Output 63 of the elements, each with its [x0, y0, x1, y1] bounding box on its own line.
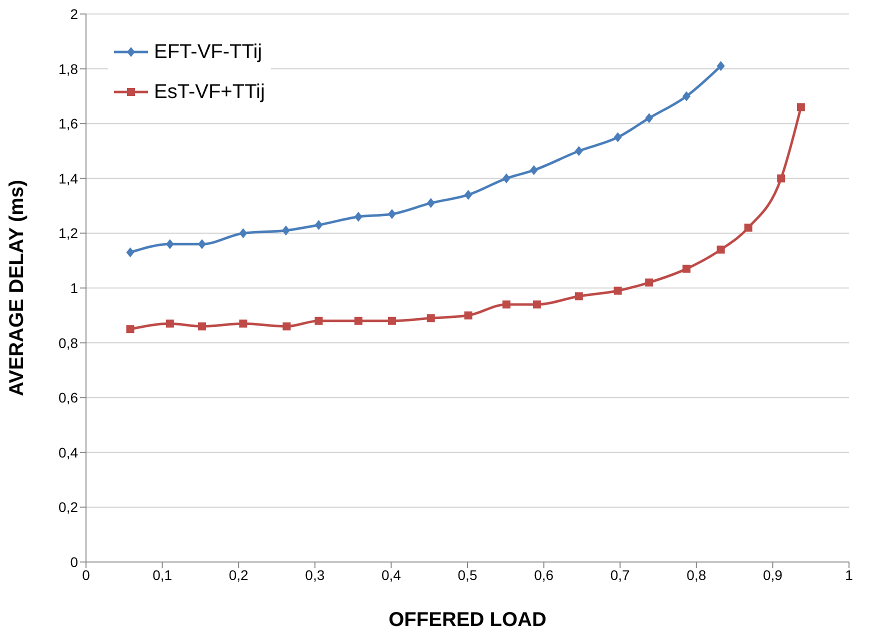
- point: [574, 146, 583, 156]
- y-tick-label: 1: [70, 280, 78, 296]
- point: [239, 320, 248, 328]
- y-tick-label: 1,8: [58, 60, 78, 77]
- y-tick-label: 0,8: [58, 334, 78, 351]
- x-tick-label: 0,4: [381, 566, 402, 583]
- point: [388, 209, 396, 220]
- point: [614, 132, 622, 142]
- y-tick-label: 2: [70, 6, 78, 22]
- point: [426, 198, 435, 208]
- y-tick-label: 0,6: [58, 390, 78, 406]
- point: [354, 316, 362, 325]
- point: [614, 286, 622, 295]
- x-tick-label: 1: [845, 566, 854, 583]
- point: [239, 228, 248, 238]
- point: [502, 300, 510, 308]
- y-axis-title: AVERAGE DELAY (ms): [6, 180, 28, 396]
- y-tick-label: 1,4: [58, 170, 78, 186]
- x-tick-label: 0,7: [610, 566, 630, 583]
- point: [716, 61, 725, 72]
- y-tick-label: 1,6: [58, 116, 78, 132]
- x-tick-label: 0,2: [228, 566, 249, 583]
- x-tick-label: 0,5: [458, 566, 478, 583]
- point: [426, 314, 435, 322]
- x-tick-label: 0,6: [534, 566, 554, 583]
- y-tick-label: 1,2: [58, 225, 78, 242]
- point: [166, 239, 174, 250]
- y-tick-label: 0,2: [58, 499, 78, 516]
- point: [282, 225, 290, 236]
- x-tick-label: 0,9: [762, 566, 783, 583]
- point: [314, 316, 323, 325]
- point: [530, 165, 538, 176]
- point: [682, 264, 690, 273]
- point: [777, 174, 786, 182]
- y-tick-label: 0: [70, 554, 78, 570]
- legend-label: EFT-VF-TTij: [154, 40, 262, 64]
- point: [198, 322, 206, 330]
- point: [314, 220, 323, 230]
- x-tick-label: 0,3: [305, 566, 325, 583]
- x-tick-label: 0,8: [686, 566, 706, 583]
- point: [354, 212, 362, 222]
- point: [532, 300, 541, 308]
- point: [574, 292, 583, 300]
- point: [744, 224, 752, 232]
- x-tick-label: 0: [82, 566, 90, 583]
- point: [464, 190, 472, 200]
- legend-label: EsT-VF+TTij: [154, 80, 265, 104]
- point: [682, 91, 690, 102]
- point: [282, 322, 291, 330]
- point: [166, 320, 174, 328]
- point: [645, 113, 654, 124]
- point: [716, 246, 725, 254]
- point: [464, 311, 472, 320]
- point: [502, 173, 510, 184]
- point: [198, 239, 206, 250]
- x-axis-title: OFFERED LOAD: [388, 609, 546, 631]
- point: [645, 278, 654, 287]
- x-tick-label: 0,1: [152, 566, 172, 583]
- point: [126, 247, 134, 258]
- y-tick-label: 0,4: [58, 444, 78, 460]
- point: [126, 325, 134, 334]
- point: [796, 103, 805, 112]
- point: [388, 316, 396, 325]
